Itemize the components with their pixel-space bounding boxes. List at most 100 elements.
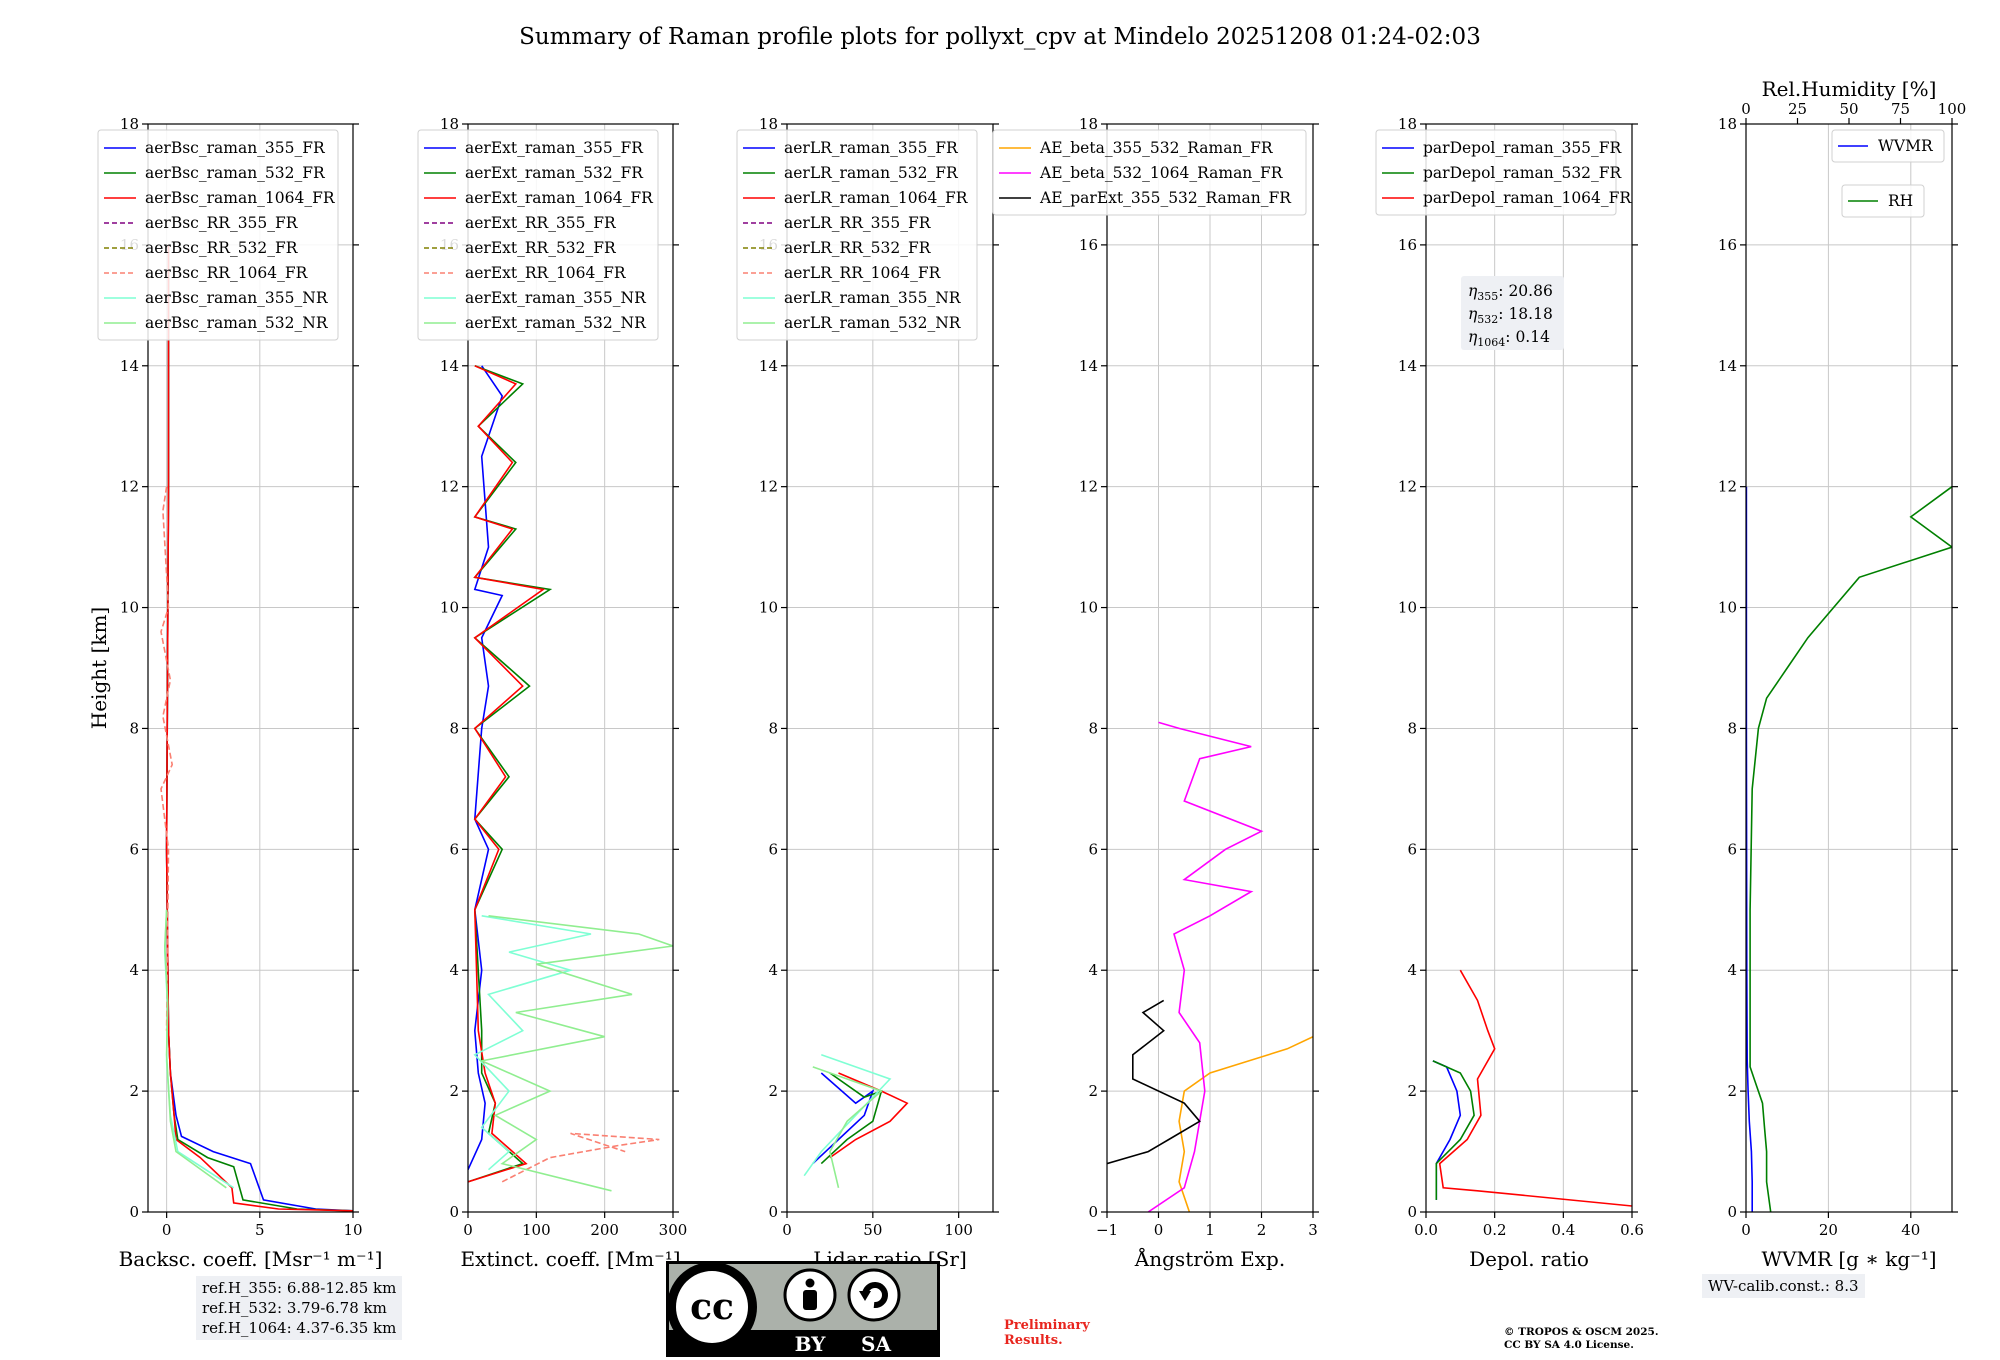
panel-ext: 0246810121416180100200300Extinct. coeff.… bbox=[417, 115, 688, 1271]
series-line-AE_parExt_355_532_Raman_FR bbox=[1107, 999, 1201, 1165]
ref-h-355: ref.H_355: 6.88-12.85 km bbox=[202, 1279, 397, 1297]
legend-label: parDepol_raman_532_FR bbox=[1423, 164, 1623, 182]
y-tick-label: 12 bbox=[759, 478, 778, 496]
y-tick-label: 18 bbox=[759, 115, 778, 133]
series-line-aerExt_RR_1064_FR bbox=[501, 1132, 660, 1183]
legend-label: RH bbox=[1888, 192, 1913, 210]
y-tick-label: 18 bbox=[1079, 115, 1098, 133]
series-line-aerBsc_raman_532_NR bbox=[163, 909, 227, 1189]
legend-box bbox=[736, 129, 978, 341]
x-tick-label: 200 bbox=[590, 1221, 619, 1239]
panel-dep: 0 2 4 6 8 10 12 14 16 18 0.0 0.2 0.4 0.6 Depol. ratio p… bbox=[1375, 115, 1644, 1271]
preliminary-line-2: Results. bbox=[1004, 1333, 1063, 1348]
legend: parDepol_raman_355_FR parDepol_raman_532_… bbox=[1375, 129, 1632, 216]
series-line-aerBsc_raman_1064_FR bbox=[165, 244, 353, 1212]
y-tick-label: 2 bbox=[1727, 1082, 1737, 1100]
legend-label: aerBsc_raman_532_FR bbox=[145, 164, 326, 182]
legend: aerBsc_raman_355_FR aerBsc_raman_532_FRae… bbox=[97, 129, 339, 341]
y-tick-label: 0 bbox=[1088, 1203, 1098, 1221]
y-tick-label: 2 bbox=[1407, 1082, 1417, 1100]
legend-label: aerExt_RR_355_FR bbox=[465, 214, 617, 232]
y-tick-label: 12 bbox=[440, 478, 459, 496]
ref-h-1064: ref.H_1064: 4.37-6.35 km bbox=[202, 1319, 397, 1337]
y-tick-label: 14 bbox=[1079, 357, 1098, 375]
legend-label: parDepol_raman_1064_FR bbox=[1423, 189, 1632, 207]
y-tick-label: 10 bbox=[440, 599, 459, 617]
top-x-tick-label: 25 bbox=[1788, 100, 1807, 118]
copyright-note: © TROPOS & OSCM 2025. CC BY SA 4.0 Licen… bbox=[1504, 1326, 1659, 1352]
y-tick-label: 2 bbox=[449, 1082, 459, 1100]
panel-lr: 024681012141618050100Lidar ratio [Sr]aer… bbox=[736, 115, 999, 1271]
y-tick-label: 14 bbox=[1718, 357, 1737, 375]
y-tick-label: 16 bbox=[1718, 236, 1737, 254]
y-tick-label: 18 bbox=[1398, 115, 1417, 133]
panel-bsc: 0246810121416180510Backsc. coeff. [Msr⁻¹… bbox=[97, 115, 382, 1271]
legend: WVMR RH bbox=[1831, 129, 1945, 218]
legend-label: aerExt_raman_1064_FR bbox=[465, 189, 654, 207]
legend-label: aerBsc_raman_1064_FR bbox=[145, 189, 336, 207]
y-tick-label: 12 bbox=[1398, 478, 1417, 496]
legend-label: aerBsc_raman_355_NR bbox=[145, 289, 329, 307]
y-tick-label: 8 bbox=[768, 719, 778, 737]
y-tick-label: 0 bbox=[129, 1203, 139, 1221]
chart-title: Summary of Raman profile plots for polly… bbox=[519, 24, 1481, 50]
copyright-line-2: CC BY SA 4.0 License. bbox=[1504, 1339, 1634, 1351]
x-axis-label: Extinct. coeff. [Mm⁻¹] bbox=[460, 1247, 680, 1271]
x-tick-label: 5 bbox=[255, 1221, 265, 1239]
by-label: BY bbox=[795, 1332, 827, 1356]
x-tick-label: 2 bbox=[1257, 1221, 1267, 1239]
series-line-aerExt_raman_1064_FR bbox=[468, 365, 546, 1183]
y-tick-label: 12 bbox=[1079, 478, 1098, 496]
x-axis-label: Ångström Exp. bbox=[1134, 1246, 1285, 1271]
x-tick-label: 100 bbox=[522, 1221, 551, 1239]
x-tick-label: 0.4 bbox=[1551, 1221, 1575, 1239]
series-line-parDepol_raman_1064_FR bbox=[1438, 969, 1632, 1207]
y-tick-label: 0 bbox=[1727, 1203, 1737, 1221]
sa-label: SA bbox=[861, 1332, 891, 1356]
ref-h-532: ref.H_532: 3.79-6.78 km bbox=[202, 1299, 387, 1317]
top-axis-label: Rel.Humidity [%] bbox=[1762, 77, 1937, 101]
series-line-aerLR_raman_532_FR bbox=[820, 1072, 883, 1165]
x-tick-label: 0 bbox=[463, 1221, 473, 1239]
series-line-AE_beta_355_532_Raman_FR bbox=[1178, 1035, 1313, 1212]
y-tick-label: 6 bbox=[1088, 840, 1098, 858]
legend-label: aerExt_raman_355_NR bbox=[465, 289, 647, 307]
x-tick-label: 0.2 bbox=[1483, 1221, 1507, 1239]
legend-label: aerBsc_RR_1064_FR bbox=[145, 264, 309, 282]
y-tick-label: 8 bbox=[1727, 719, 1737, 737]
legend-box bbox=[992, 129, 1307, 216]
legend-label: aerLR_RR_355_FR bbox=[784, 214, 932, 232]
eta-e532: η532: 18.18 bbox=[1468, 305, 1553, 326]
y-tick-label: 4 bbox=[129, 961, 139, 979]
top-x-tick-label: 0 bbox=[1741, 100, 1751, 118]
axes-frame bbox=[1745, 123, 1953, 1213]
series-group bbox=[468, 365, 673, 1192]
y-tick-label: 4 bbox=[1088, 961, 1098, 979]
y-tick-label: 2 bbox=[1088, 1082, 1098, 1100]
legend-label: aerExt_raman_532_NR bbox=[465, 314, 647, 332]
legend-label: aerExt_RR_532_FR bbox=[465, 239, 617, 257]
x-tick-label: 300 bbox=[659, 1221, 688, 1239]
y-tick-label: 2 bbox=[768, 1082, 778, 1100]
y-tick-label: 10 bbox=[1398, 599, 1417, 617]
panels: 0246810121416180510Backsc. coeff. [Msr⁻¹… bbox=[87, 77, 1966, 1271]
x-tick-label: 0 bbox=[1154, 1221, 1164, 1239]
legend-label: aerBsc_RR_355_FR bbox=[145, 214, 299, 232]
legend: AE_beta_355_532_Raman_FR AE_beta_532_1064… bbox=[992, 129, 1307, 216]
wv-calib-box: WV-calib.const.: 8.3 bbox=[1702, 1274, 1865, 1298]
x-tick-label: 0.6 bbox=[1620, 1221, 1644, 1239]
x-tick-label: 20 bbox=[1819, 1221, 1838, 1239]
y-tick-label: 10 bbox=[759, 599, 778, 617]
eta-e1064: η1064: 0.14 bbox=[1468, 328, 1550, 349]
y-tick-label: 10 bbox=[1079, 599, 1098, 617]
y-tick-label: 4 bbox=[449, 961, 459, 979]
legend-box bbox=[1375, 129, 1617, 216]
legend-label: aerBsc_RR_532_FR bbox=[145, 239, 299, 257]
y-tick-label: 8 bbox=[1407, 719, 1417, 737]
legend-label: aerLR_raman_532_NR bbox=[784, 314, 962, 332]
y-tick-label: 10 bbox=[1718, 599, 1737, 617]
x-tick-label: 0 bbox=[1741, 1221, 1751, 1239]
y-tick-label: 4 bbox=[768, 961, 778, 979]
